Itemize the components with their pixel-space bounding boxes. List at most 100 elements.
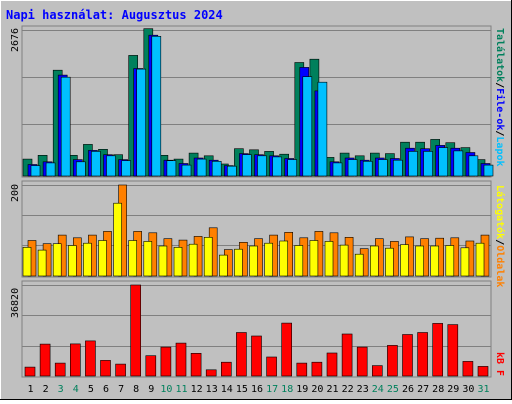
- bar-kbytes-day-30: [462, 361, 474, 377]
- bar-sites-day-18: [279, 240, 289, 277]
- day-label-26: 26: [402, 384, 414, 395]
- bars-layer: [22, 28, 494, 377]
- bar-pages-day-8: [136, 68, 146, 177]
- bar-kbytes-day-3: [54, 362, 66, 377]
- bar-kbytes-day-23: [356, 346, 368, 377]
- bar-sites-day-5: [83, 242, 92, 277]
- day-label-21: 21: [326, 384, 338, 395]
- bar-pages-day-28: [438, 147, 449, 177]
- middle-right-legend: Látogatók/Oldalak: [494, 185, 506, 287]
- legend-pages: Lapok: [494, 136, 505, 166]
- bar-kbytes-day-15: [236, 332, 247, 377]
- bar-pages-day-5: [91, 151, 101, 177]
- day-label-11: 11: [175, 384, 187, 395]
- bar-pages-day-15: [242, 154, 252, 177]
- bar-kbytes-day-25: [387, 345, 398, 377]
- bar-kbytes-day-5: [85, 340, 96, 377]
- bar-sites-day-19: [294, 245, 304, 277]
- legend-kbytes: kB F: [494, 352, 505, 376]
- bar-sites-day-1: [22, 247, 32, 277]
- day-label-13: 13: [206, 384, 218, 395]
- bar-kbytes-day-12: [190, 352, 202, 377]
- bar-kbytes-day-6: [100, 360, 111, 377]
- bar-pages-day-29: [453, 150, 464, 177]
- bar-kbytes-day-18: [281, 322, 293, 377]
- bar-kbytes-day-1: [24, 366, 36, 377]
- day-label-7: 7: [118, 384, 124, 395]
- bar-pages-day-6: [106, 155, 116, 177]
- legend-visits: Oldalak: [494, 245, 505, 287]
- bar-kbytes-day-8: [130, 284, 141, 377]
- bar-kbytes-day-31: [477, 366, 489, 377]
- bar-kbytes-day-16: [251, 335, 262, 377]
- bar-sites-day-21: [324, 241, 334, 277]
- legend-sep-1: /: [494, 82, 505, 88]
- top-right-legend: Találatok/File-ok/Lapok: [494, 28, 506, 167]
- middle-ymax-label: 200: [10, 184, 21, 202]
- bar-pages-day-26: [408, 151, 418, 177]
- day-label-16: 16: [251, 384, 263, 395]
- bar-sites-day-13: [203, 237, 213, 277]
- bar-sites-day-24: [369, 245, 379, 277]
- bar-sites-day-12: [188, 243, 198, 277]
- day-label-28: 28: [432, 384, 444, 395]
- bar-sites-day-23: [354, 253, 364, 277]
- bar-pages-day-19: [302, 76, 313, 177]
- day-label-17: 17: [266, 384, 278, 395]
- day-label-2: 2: [43, 384, 49, 395]
- bar-sites-day-22: [339, 244, 349, 277]
- bar-kbytes-day-20: [311, 361, 323, 377]
- bottom-right-legend: kB F: [494, 352, 505, 376]
- bar-sites-day-2: [37, 249, 47, 277]
- bar-kbytes-day-11: [175, 342, 187, 377]
- bar-kbytes-day-29: [447, 324, 459, 377]
- day-label-12: 12: [191, 384, 203, 395]
- grid-layer: [22, 30, 491, 347]
- bar-pages-day-12: [196, 158, 207, 177]
- bar-pages-day-22: [347, 159, 358, 177]
- bar-pages-day-11: [181, 164, 192, 177]
- bar-pages-day-2: [45, 162, 56, 177]
- bar-sites-day-29: [445, 245, 455, 277]
- bar-sites-day-28: [430, 245, 440, 277]
- bar-kbytes-day-26: [402, 334, 413, 377]
- day-label-27: 27: [417, 384, 429, 395]
- bar-sites-day-11: [173, 247, 183, 277]
- bar-pages-day-23: [362, 161, 373, 177]
- bar-kbytes-day-22: [341, 333, 353, 377]
- bar-kbytes-day-7: [115, 363, 126, 377]
- day-label-6: 6: [103, 384, 109, 395]
- bar-kbytes-day-21: [326, 352, 338, 377]
- bar-kbytes-day-10: [160, 346, 172, 377]
- bar-sites-day-9: [143, 241, 153, 277]
- bar-kbytes-day-17: [266, 356, 277, 377]
- bar-pages-day-20: [317, 81, 328, 177]
- bar-sites-day-20: [309, 240, 319, 277]
- bar-sites-day-4: [68, 245, 77, 277]
- bar-sites-day-10: [158, 245, 168, 277]
- day-label-22: 22: [342, 384, 354, 395]
- bar-sites-day-16: [249, 245, 258, 277]
- bar-kbytes-day-14: [221, 361, 232, 377]
- bar-sites-day-27: [415, 245, 424, 277]
- day-label-8: 8: [133, 384, 139, 395]
- bar-pages-day-13: [211, 161, 222, 177]
- bar-pages-day-4: [76, 161, 86, 177]
- day-label-5: 5: [88, 384, 94, 395]
- day-label-9: 9: [148, 384, 154, 395]
- bar-pages-day-16: [257, 155, 267, 177]
- bar-sites-day-3: [52, 243, 62, 277]
- bar-kbytes-day-9: [145, 355, 157, 377]
- day-label-29: 29: [447, 384, 459, 395]
- bar-sites-day-8: [128, 240, 137, 277]
- bar-pages-day-25: [393, 159, 403, 177]
- bar-pages-day-31: [483, 164, 494, 177]
- day-label-3: 3: [58, 384, 64, 395]
- bar-sites-day-31: [475, 242, 485, 277]
- bar-sites-day-25: [385, 247, 394, 277]
- bar-kbytes-day-24: [371, 365, 383, 377]
- chart-title: Napi használat: Augusztus 2024: [6, 8, 223, 22]
- day-label-19: 19: [296, 384, 308, 395]
- labels-layer: 1 2 3 4 5 6 7 8 9 10 11 12 13 14 15 16 17 18 19 20 21 22 23 24 2…: [27, 384, 489, 395]
